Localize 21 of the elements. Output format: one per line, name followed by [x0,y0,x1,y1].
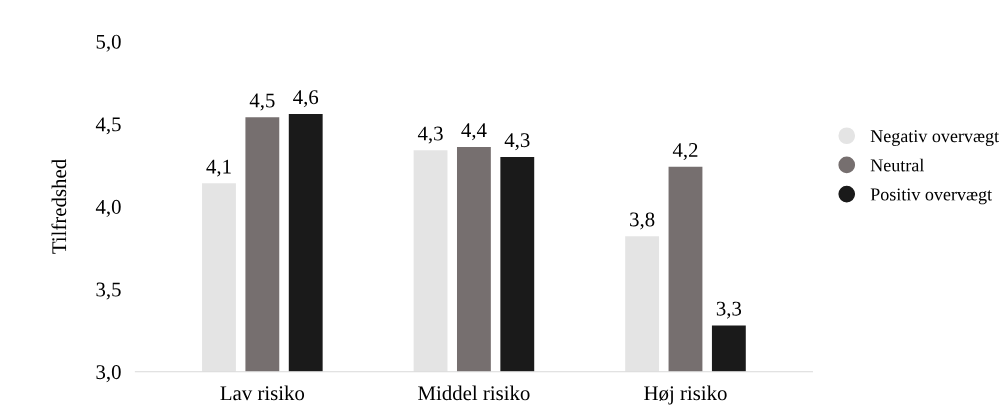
data-label: 3,8 [630,212,655,230]
y-tick-label: 3,0 [96,365,121,383]
legend-label: Negativ overvægt [870,130,999,146]
x-tick-label: Høj risiko [644,385,727,405]
x-tick-label: Lav risiko [220,385,305,401]
y-tick-label: 5,0 [96,34,121,52]
data-label: 4,5 [249,93,275,111]
y-tick-label: 4,0 [95,199,121,217]
data-label: 4,3 [504,133,530,151]
data-label: 4,4 [461,123,487,141]
data-label: 4,1 [206,159,231,177]
legend-label: Positiv overvægt [870,188,992,205]
y-axis-title: Tilfredshed [51,159,67,254]
x-tick-label: Middel risiko [418,385,530,401]
legend-label: Neutral [870,158,924,172]
data-label: 4,3 [417,126,443,144]
data-label: 4,2 [672,143,698,161]
y-tick-label: 3,5 [96,282,121,300]
data-label: 3,3 [716,301,742,319]
data-label: 4,6 [293,90,319,108]
y-tick-label: 4,5 [95,117,121,135]
